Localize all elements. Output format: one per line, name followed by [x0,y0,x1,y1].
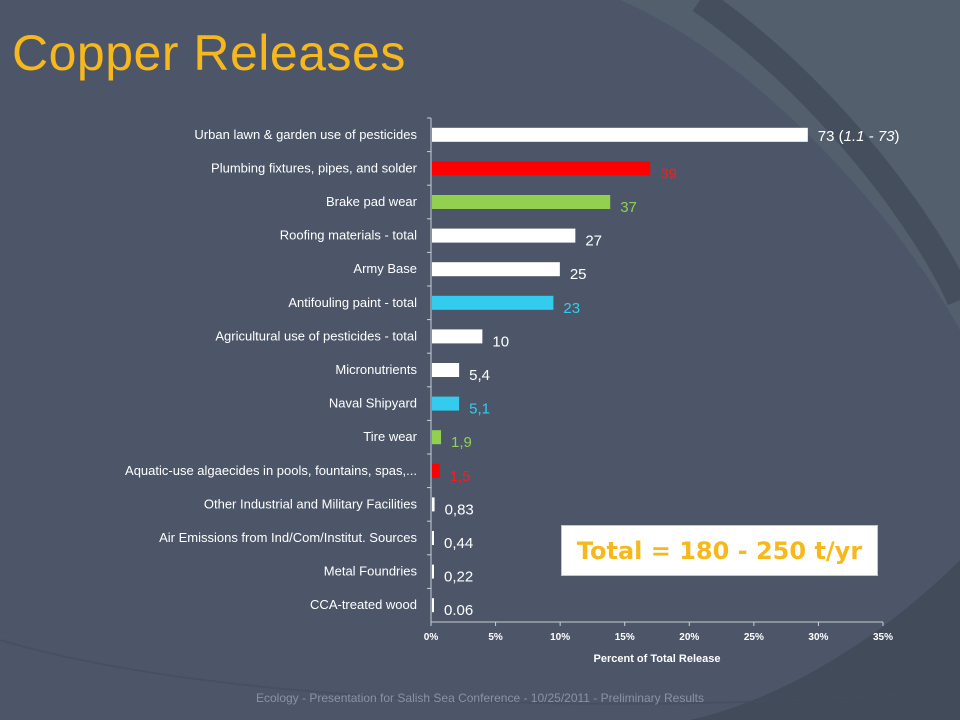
bar [432,430,442,445]
category-label: Aquatic-use algaecides in pools, fountai… [125,463,417,478]
bar [432,497,435,512]
category-label: Agricultural use of pesticides - total [215,328,417,343]
category-label: Naval Shipyard [329,396,417,411]
slide-title: Copper Releases [12,25,406,81]
data-label: 0.06 [444,602,473,619]
category-label: Plumbing fixtures, pipes, and solder [211,160,418,175]
bar [432,463,440,478]
data-label: 0,83 [445,501,474,518]
category-label: Antifouling paint - total [288,295,417,310]
data-label: 25 [570,266,587,283]
x-tick-label: 30% [808,632,828,643]
bar [432,195,611,209]
x-tick-label: 10% [550,632,570,643]
category-label: Metal Foundries [324,564,418,579]
x-tick-label: 25% [744,632,764,643]
x-tick-label: 35% [873,632,893,643]
data-label: 0,22 [444,569,473,586]
x-tick-label: 5% [488,632,503,643]
footer-text: Ecology - Presentation for Salish Sea Co… [255,691,704,705]
x-tick-label: 0% [424,632,439,643]
category-label: Tire wear [363,429,417,444]
bar [432,161,651,176]
bar [432,127,808,142]
category-label: CCA-treated wood [310,597,417,612]
category-label: Air Emissions from Ind/Com/Institut. Sou… [159,530,417,545]
data-label: 0,44 [444,535,473,552]
data-label: 5,4 [469,367,490,384]
category-label: Urban lawn & garden use of pesticides [194,127,417,142]
bar [432,228,576,243]
bar [432,262,560,277]
data-label: 10 [492,333,509,350]
data-label: 5,1 [469,401,490,418]
data-label: 23 [563,300,580,317]
bar [432,564,434,579]
x-axis-label: Percent of Total Release [594,653,721,665]
total-text: Total = 180 - 250 t/yr [576,536,863,565]
category-label: Roofing materials - total [280,228,417,243]
category-label: Army Base [353,261,417,276]
total-box: Total = 180 - 250 t/yr [561,525,878,576]
data-label: 1,9 [451,434,472,451]
category-label: Micronutrients [335,362,417,377]
bar [432,363,460,377]
data-label: 27 [585,233,602,250]
x-tick-label: 20% [679,632,699,643]
bar [432,329,483,344]
bar [432,598,434,613]
bar [432,295,554,310]
data-label: 37 [620,199,637,216]
bar [432,396,460,411]
data-label: 39 [660,165,677,182]
data-label: 1,5 [450,468,471,485]
category-label: Brake pad wear [326,194,418,209]
x-tick-label: 15% [615,632,635,643]
bar [432,531,434,545]
data-label: 73 (1.1 - 73) [818,128,900,145]
category-label: Other Industrial and Military Facilities [204,496,418,511]
